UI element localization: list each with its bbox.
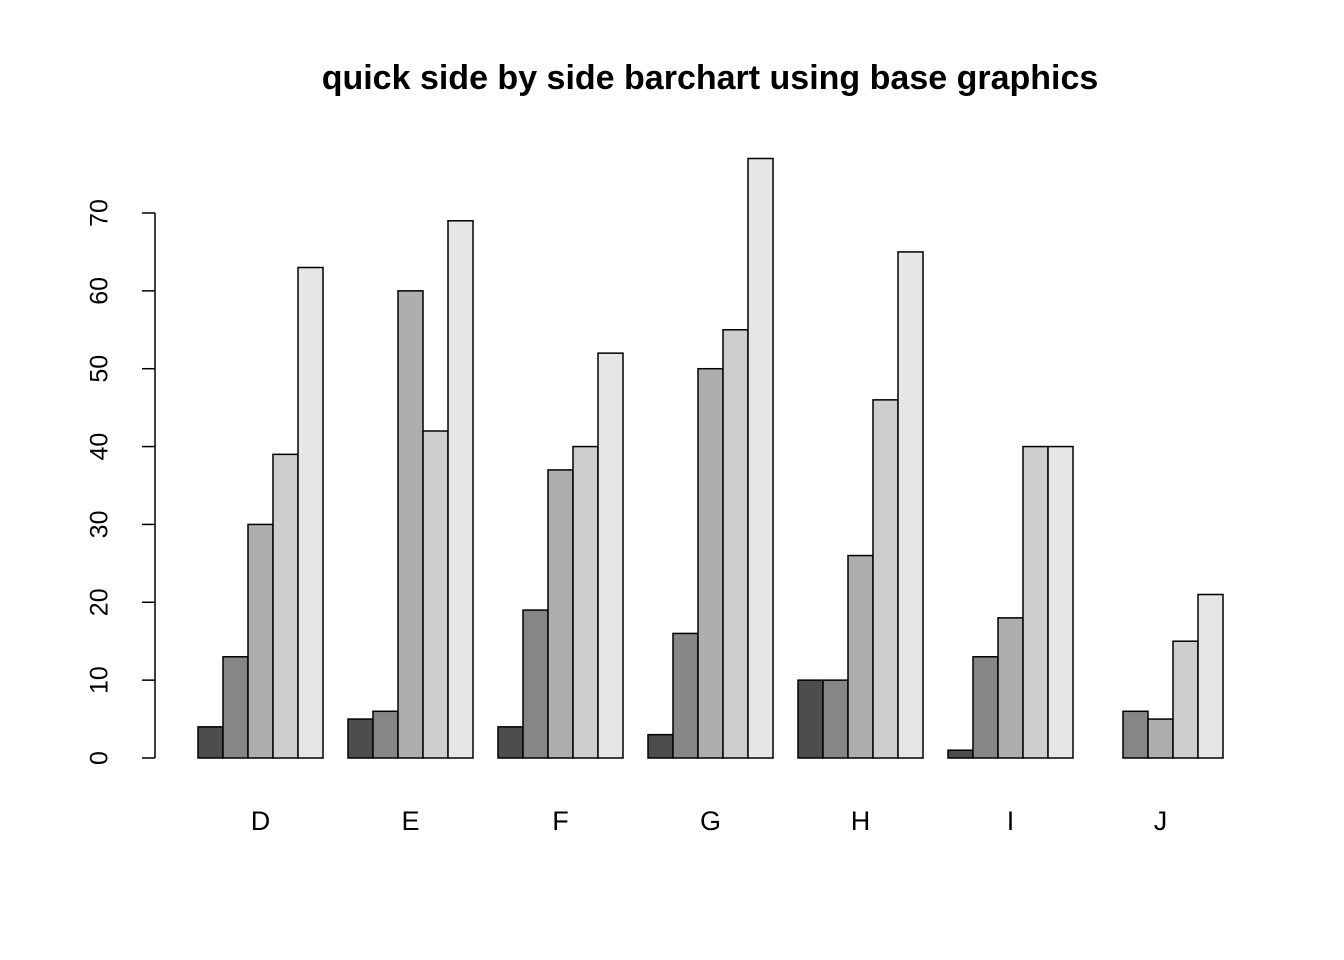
bar <box>972 656 999 759</box>
bar <box>397 290 424 759</box>
chart-title: quick side by side barchart using base g… <box>322 59 1099 97</box>
bar <box>847 554 874 759</box>
bar <box>897 251 924 759</box>
bar <box>947 749 974 759</box>
bar <box>522 609 549 759</box>
bar <box>247 523 274 759</box>
y-tick-label: 40 <box>86 433 114 461</box>
bar <box>547 469 574 759</box>
x-tick-label: J <box>1154 806 1168 836</box>
bar <box>572 445 599 759</box>
bar <box>272 453 299 759</box>
bar <box>722 329 749 759</box>
bar <box>747 157 774 759</box>
x-tick-label: H <box>851 806 871 836</box>
y-tick-label: 50 <box>86 355 114 383</box>
bar <box>597 352 624 759</box>
bar <box>197 726 224 759</box>
x-tick-label: G <box>700 806 721 836</box>
x-tick-label: I <box>1007 806 1015 836</box>
bar <box>1172 640 1199 759</box>
bar <box>422 430 449 759</box>
bar <box>822 679 849 759</box>
bar <box>672 632 699 759</box>
bar <box>497 726 524 759</box>
y-tick-label: 0 <box>86 751 114 765</box>
bar <box>872 399 899 759</box>
bar <box>447 220 474 759</box>
x-tick-label: D <box>251 806 271 836</box>
y-tick-label: 60 <box>86 277 114 305</box>
x-tick-label: F <box>552 806 569 836</box>
y-tick-label: 70 <box>86 199 114 227</box>
bar <box>997 617 1024 759</box>
bar <box>1047 445 1074 759</box>
bar <box>697 367 724 759</box>
y-tick-label: 30 <box>86 511 114 539</box>
y-tick-label: 20 <box>86 588 114 616</box>
bar <box>372 710 399 759</box>
bar <box>797 679 824 759</box>
bar <box>297 266 324 759</box>
x-tick-label: E <box>401 806 419 836</box>
bar <box>647 733 674 759</box>
bar <box>347 718 374 759</box>
bar <box>1022 445 1049 759</box>
y-tick-label: 10 <box>86 666 114 694</box>
bar <box>1122 710 1149 759</box>
bar <box>1147 718 1174 759</box>
bar <box>1197 593 1224 759</box>
bar <box>222 656 249 759</box>
